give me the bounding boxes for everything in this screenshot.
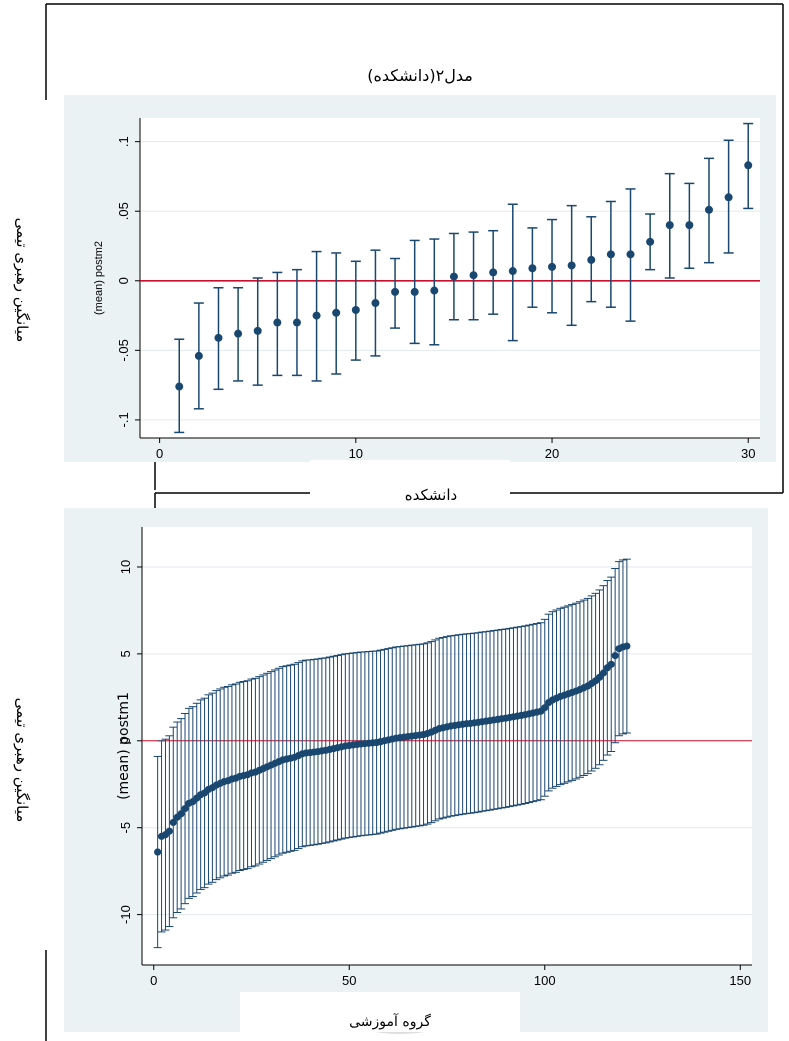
data-point (177, 810, 185, 818)
y-tick-label: -.1 (116, 412, 131, 427)
y-tick-label: .1 (116, 136, 131, 147)
y-tick-label: 5 (118, 650, 133, 657)
data-point (391, 287, 400, 296)
chart1-title: مدل۲(دانشکده) (367, 66, 473, 85)
x-tick-label: 10 (349, 446, 363, 461)
y-tick-label: 0 (116, 277, 131, 284)
chart2-xlabel-box (240, 992, 520, 1032)
data-point (607, 660, 615, 668)
data-point (469, 271, 478, 280)
data-point (312, 311, 321, 320)
y-tick-label: 10 (118, 560, 133, 574)
data-point (528, 264, 537, 273)
x-tick-label: 150 (729, 973, 751, 988)
data-point (508, 267, 517, 276)
data-point (175, 382, 184, 391)
data-point (587, 255, 596, 264)
chart1-xlabel-box (310, 460, 510, 516)
data-point (606, 250, 615, 259)
y-tick-label: -10 (118, 905, 133, 924)
data-point (410, 287, 419, 296)
data-point (489, 268, 498, 277)
y-tick-label: -5 (118, 822, 133, 834)
data-point (626, 250, 635, 259)
data-point (154, 848, 162, 856)
x-tick-label: 0 (150, 973, 157, 988)
data-point (541, 704, 549, 712)
data-point (611, 652, 619, 660)
data-point (165, 827, 173, 835)
data-point (685, 221, 694, 230)
data-point (449, 272, 458, 281)
data-point (744, 161, 753, 170)
data-point (371, 299, 380, 308)
chart2-y-axis-label: (mean) postm1 (116, 692, 132, 800)
chart1-y-axis-label: (mean) postm2 (93, 241, 105, 315)
x-tick-label: 20 (545, 446, 559, 461)
data-point (351, 306, 360, 314)
data-point (567, 261, 576, 270)
chart1-x-axis-label: دانشکده (405, 486, 457, 504)
data-point (194, 351, 203, 360)
data-point (548, 262, 557, 271)
data-point (214, 333, 223, 342)
data-point (234, 329, 243, 338)
chart1-plot-area (140, 118, 760, 438)
data-point (332, 308, 341, 317)
data-point (430, 286, 439, 295)
side-label-bottom: میانگین رهبری تیمی (13, 698, 31, 823)
data-point (646, 237, 655, 246)
chart-faculty-model2: مدل۲(دانشکده) (mean) postm2 -.1 -.05 0 .05.… (64, 66, 776, 516)
data-point (253, 326, 262, 335)
data-point (704, 205, 713, 214)
y-tick-label: -.05 (116, 339, 131, 361)
data-point (292, 318, 301, 327)
data-point (599, 669, 608, 677)
y-tick-label: .05 (116, 202, 131, 220)
data-point (623, 642, 631, 650)
data-point (169, 818, 177, 827)
side-label-top: میانگین رهبری تیمی (13, 218, 31, 343)
data-point (181, 804, 189, 813)
x-tick-label: 50 (342, 973, 356, 988)
x-tick-label: 30 (741, 446, 755, 461)
x-tick-label: 0 (156, 446, 163, 461)
data-point (724, 193, 733, 202)
y-tick-label: 0 (118, 737, 133, 744)
x-tick-label: 100 (534, 973, 556, 988)
data-point (665, 221, 674, 230)
chart2-x-axis-label: گروه آموزشی (349, 1013, 431, 1030)
data-point (273, 318, 282, 327)
